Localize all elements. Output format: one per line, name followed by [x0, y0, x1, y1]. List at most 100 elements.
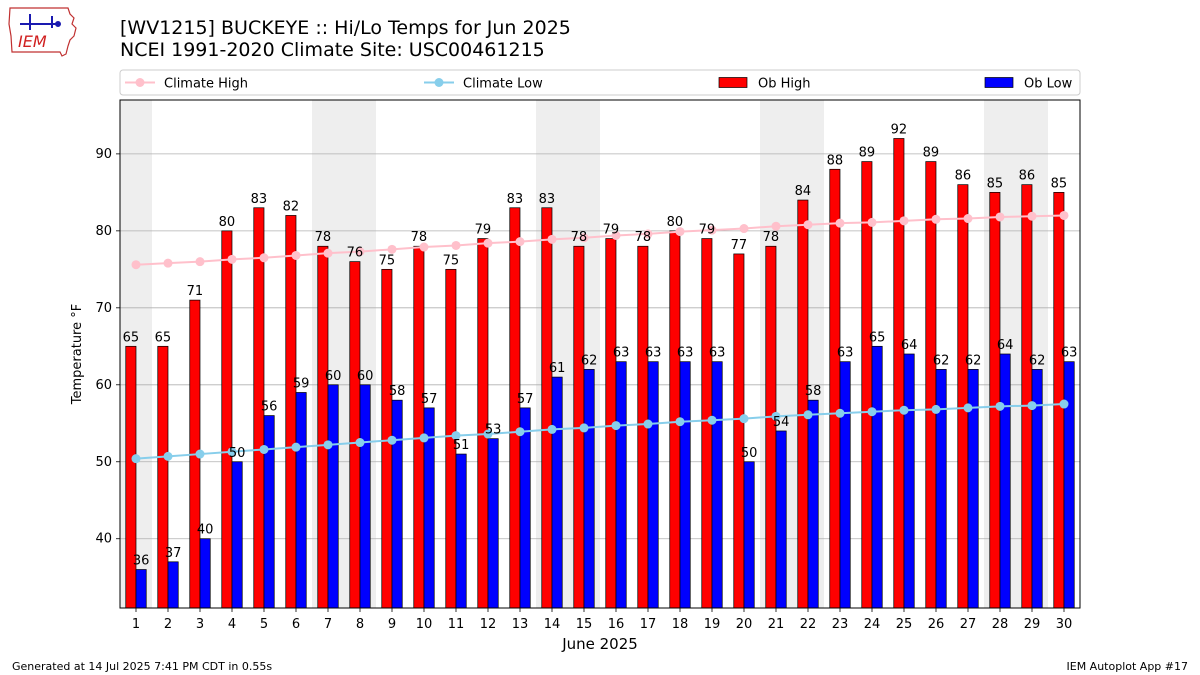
ob-low-bar	[999, 353, 1011, 609]
ob-low-bar	[807, 399, 819, 609]
ob-low-label: 64	[901, 338, 918, 353]
ob-high-label: 80	[219, 215, 236, 230]
ob-low-bar	[551, 376, 563, 609]
climate-low-point	[675, 417, 685, 427]
climate-high-point	[867, 217, 877, 227]
ob-high-label: 65	[155, 330, 172, 345]
ob-low-label: 53	[485, 423, 502, 438]
weather-station-icon	[20, 14, 61, 30]
ob-low-label: 50	[229, 446, 246, 461]
ob-high-label: 83	[539, 192, 556, 207]
ob-low-bar	[679, 361, 691, 609]
climate-low-point	[227, 447, 237, 457]
ob-high-bar	[349, 261, 361, 609]
x-tick-label: 1	[132, 617, 140, 632]
climate-high-point	[387, 244, 397, 254]
x-tick-label: 18	[672, 617, 689, 632]
climate-high-point	[131, 260, 141, 270]
climate-high-point	[579, 233, 589, 243]
x-tick-label: 9	[388, 617, 396, 632]
ob-high-bar	[733, 253, 745, 609]
ob-low-bar	[359, 384, 371, 609]
ob-low-label: 36	[133, 554, 150, 569]
ob-low-bar	[615, 361, 627, 609]
ob-high-bar	[317, 245, 329, 609]
weekend-band	[792, 100, 824, 608]
ob-high-label: 76	[347, 246, 364, 261]
ob-high-label: 89	[859, 146, 876, 161]
climate-low-point	[483, 429, 493, 439]
climate-low-point	[547, 424, 557, 434]
x-tick-label: 26	[928, 617, 945, 632]
ob-high-bar	[1021, 184, 1033, 609]
climate-high-point	[483, 238, 493, 248]
ob-low-bar	[327, 384, 339, 609]
ob-low-label: 37	[165, 546, 182, 561]
climate-low-point	[387, 435, 397, 445]
climate-high-point	[355, 247, 365, 257]
ob-low-bar	[1031, 369, 1043, 609]
ob-high-bar	[413, 245, 425, 609]
legend-climate-high-marker	[135, 78, 145, 87]
ob-high-label: 82	[283, 199, 300, 214]
ob-low-label: 63	[677, 346, 694, 361]
ob-low-label: 58	[389, 384, 406, 399]
climate-high-point	[771, 221, 781, 231]
x-tick-label: 2	[164, 617, 172, 632]
climate-low-point	[995, 401, 1005, 411]
climate-high-point	[803, 220, 813, 230]
ob-low-bar	[263, 415, 275, 609]
ob-high-label: 89	[923, 146, 940, 161]
ob-high-bar	[221, 230, 233, 609]
x-tick-label: 23	[832, 617, 849, 632]
x-tick-label: 15	[576, 617, 593, 632]
legend-ob-low-label: Ob Low	[1024, 77, 1073, 92]
ob-high-bar	[701, 238, 713, 609]
x-tick-label: 12	[480, 617, 497, 632]
legend-ob-low-swatch	[984, 77, 1014, 88]
ob-low-label: 62	[581, 353, 598, 368]
climate-high-point	[931, 214, 941, 224]
ob-high-bar	[957, 184, 969, 609]
chart-subtitle: NCEI 1991-2020 Climate Site: USC00461215	[120, 39, 545, 61]
ob-high-label: 65	[123, 330, 140, 345]
weekend-band	[1016, 100, 1048, 608]
x-tick-label: 24	[864, 617, 881, 632]
x-tick-label: 3	[196, 617, 204, 632]
climate-low-point	[899, 405, 909, 415]
ob-low-label: 54	[773, 415, 790, 430]
climate-low-point	[131, 454, 141, 464]
ob-low-label: 62	[965, 353, 982, 368]
x-tick-label: 8	[356, 617, 364, 632]
ob-low-label: 65	[869, 330, 886, 345]
climate-high-point	[227, 254, 237, 264]
climate-low-point	[451, 431, 461, 441]
ob-low-bar	[423, 407, 435, 609]
ob-high-label: 92	[891, 122, 908, 137]
climate-low-point	[611, 421, 621, 431]
ob-high-label: 75	[443, 253, 460, 268]
ob-low-label: 56	[261, 400, 278, 415]
logo-text: IEM	[18, 32, 47, 51]
x-tick-label: 6	[292, 617, 300, 632]
ob-high-bar	[509, 207, 521, 609]
ob-low-label: 57	[517, 392, 534, 407]
x-tick-label: 17	[640, 617, 657, 632]
ob-high-label: 78	[635, 230, 652, 245]
legend-climate-low-label: Climate Low	[463, 77, 543, 92]
ob-low-bar	[487, 438, 499, 609]
ob-high-bar	[765, 245, 777, 609]
ob-low-label: 60	[357, 369, 374, 384]
ob-high-bar	[157, 345, 169, 609]
climate-high-point	[419, 242, 429, 252]
y-tick-label: 90	[95, 147, 112, 162]
ob-high-bar	[989, 192, 1001, 609]
ob-high-label: 79	[699, 223, 716, 238]
ob-low-bar	[231, 461, 243, 609]
ob-high-bar	[605, 238, 617, 609]
ob-low-bar	[775, 430, 787, 609]
ob-low-label: 58	[805, 384, 822, 399]
ob-low-label: 63	[645, 346, 662, 361]
ob-high-bar	[381, 268, 393, 609]
ob-high-label: 85	[987, 176, 1004, 191]
